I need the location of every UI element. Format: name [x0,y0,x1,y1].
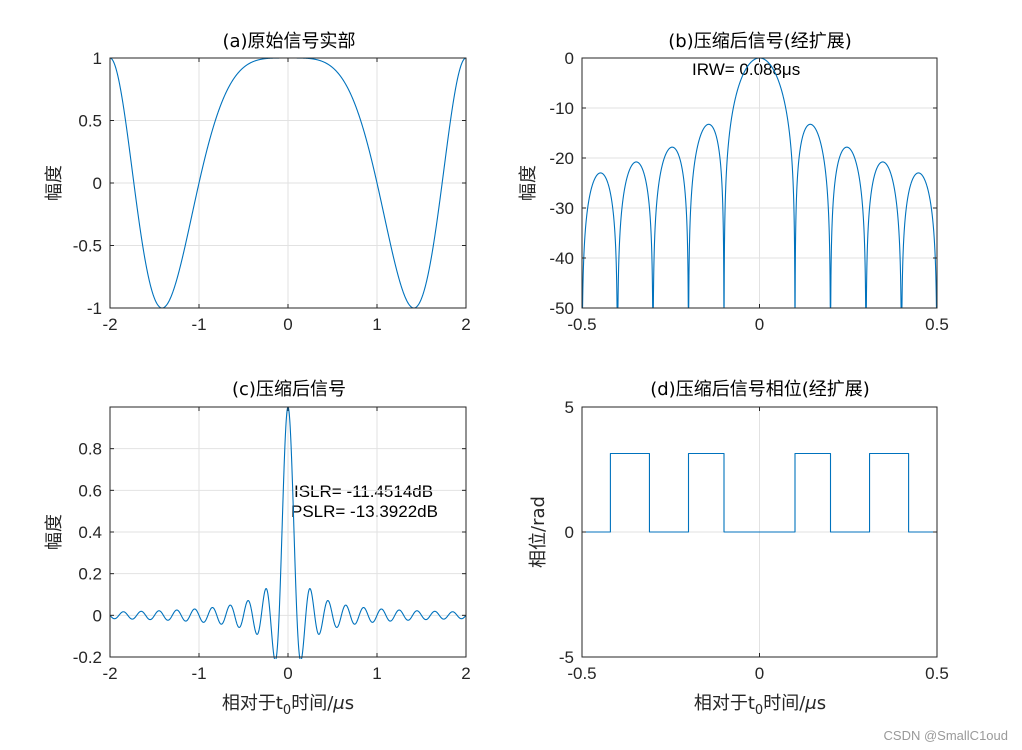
x-tick-label-a-4: 2 [461,315,470,334]
subplot-b-ylabel: 幅度 [518,165,539,201]
subplot-a-ylabel: 幅度 [44,165,65,201]
x-tick-label-b-0: -0.5 [567,315,596,334]
x-tick-label-d-0: -0.5 [567,664,596,683]
xlabel-c-prefix: 相对于t [222,693,283,714]
subplot-a: (a)原始信号实部 幅度 -2 -1 0 1 2-1-0.500.51 [44,31,471,334]
y-tick-label-c-5: 0.8 [78,440,102,459]
y-tick-label-c-2: 0.2 [78,565,102,584]
xlabel-c-subscript: 0 [283,703,291,718]
subplot-b: (b)压缩后信号(经扩展) 幅度 IRW= 0.088μs -0.5 0 0.5-5… [518,31,949,334]
y-tick-label-c-0: -0.2 [73,648,102,667]
xlabel-d-subscript: 0 [755,703,763,718]
x-tick-label-c-3: 1 [372,664,381,683]
subplot-c-ylabel: 幅度 [44,514,65,550]
y-tick-label-b-4: -10 [549,99,574,118]
x-tick-label-c-4: 2 [461,664,470,683]
y-tick-label-b-3: -20 [549,149,574,168]
y-tick-label-d-1: 0 [565,523,574,542]
y-tick-label-a-4: 1 [93,49,102,68]
subplot-d: (d)压缩后信号相位(经扩展) 相位/rad 相对于t0时间/μs -0.5 0 0… [528,379,949,718]
subplot-d-title: (d)压缩后信号相位(经扩展) [650,379,870,400]
xlabel-d-middle: 时间/ [763,693,806,714]
xlabel-d-prefix: 相对于t [694,693,755,714]
watermark: CSDN @SmallC1oud [884,728,1008,743]
x-tick-label-c-2: 0 [283,664,292,683]
islr-annotation: ISLR= -11.4514dB [294,482,433,501]
y-tick-label-c-1: 0 [93,606,102,625]
subplot-c-xlabel: 相对于t0时间/μs [222,693,354,718]
subplot-c: (c)压缩后信号 幅度 ISLR= -11.4514dB PSLR= -13.3… [44,379,471,718]
y-tick-label-d-0: -5 [559,648,574,667]
pslr-annotation: PSLR= -13.3922dB [291,502,438,521]
y-tick-label-a-3: 0.5 [78,112,102,131]
y-tick-label-b-0: -50 [549,299,574,318]
x-tick-label-b-1: 0 [755,315,764,334]
xlabel-d-mu: μ [804,693,816,714]
y-tick-label-a-1: -0.5 [73,237,102,256]
xlabel-c-unit: s [345,693,354,714]
x-tick-label-a-2: 0 [283,315,292,334]
subplot-d-ylabel: 相位/rad [528,496,549,568]
y-tick-label-b-2: -30 [549,199,574,218]
subplot-c-title: (c)压缩后信号 [232,379,346,400]
xlabel-c-middle: 时间/ [291,693,334,714]
xlabel-c-mu: μ [332,693,344,714]
y-tick-label-a-2: 0 [93,174,102,193]
series-line-d [582,452,937,533]
y-tick-label-d-2: 5 [565,398,574,417]
x-tick-label-d-2: 0.5 [925,664,949,683]
x-tick-label-b-2: 0.5 [925,315,949,334]
subplot-d-xlabel: 相对于t0时间/μs [694,693,826,718]
subplot-b-title: (b)压缩后信号(经扩展) [668,31,852,52]
y-tick-label-c-3: 0.4 [78,523,102,542]
y-tick-label-b-5: 0 [565,49,574,68]
y-tick-label-b-1: -40 [549,249,574,268]
y-tick-label-c-4: 0.6 [78,481,102,500]
x-tick-label-a-0: -2 [102,315,117,334]
x-tick-label-a-3: 1 [372,315,381,334]
x-tick-label-d-1: 0 [755,664,764,683]
x-tick-label-c-1: -1 [191,664,206,683]
y-tick-label-a-0: -1 [87,299,102,318]
x-tick-label-a-1: -1 [191,315,206,334]
xlabel-d-unit: s [817,693,826,714]
x-tick-label-c-0: -2 [102,664,117,683]
subplot-a-title: (a)原始信号实部 [222,31,355,52]
